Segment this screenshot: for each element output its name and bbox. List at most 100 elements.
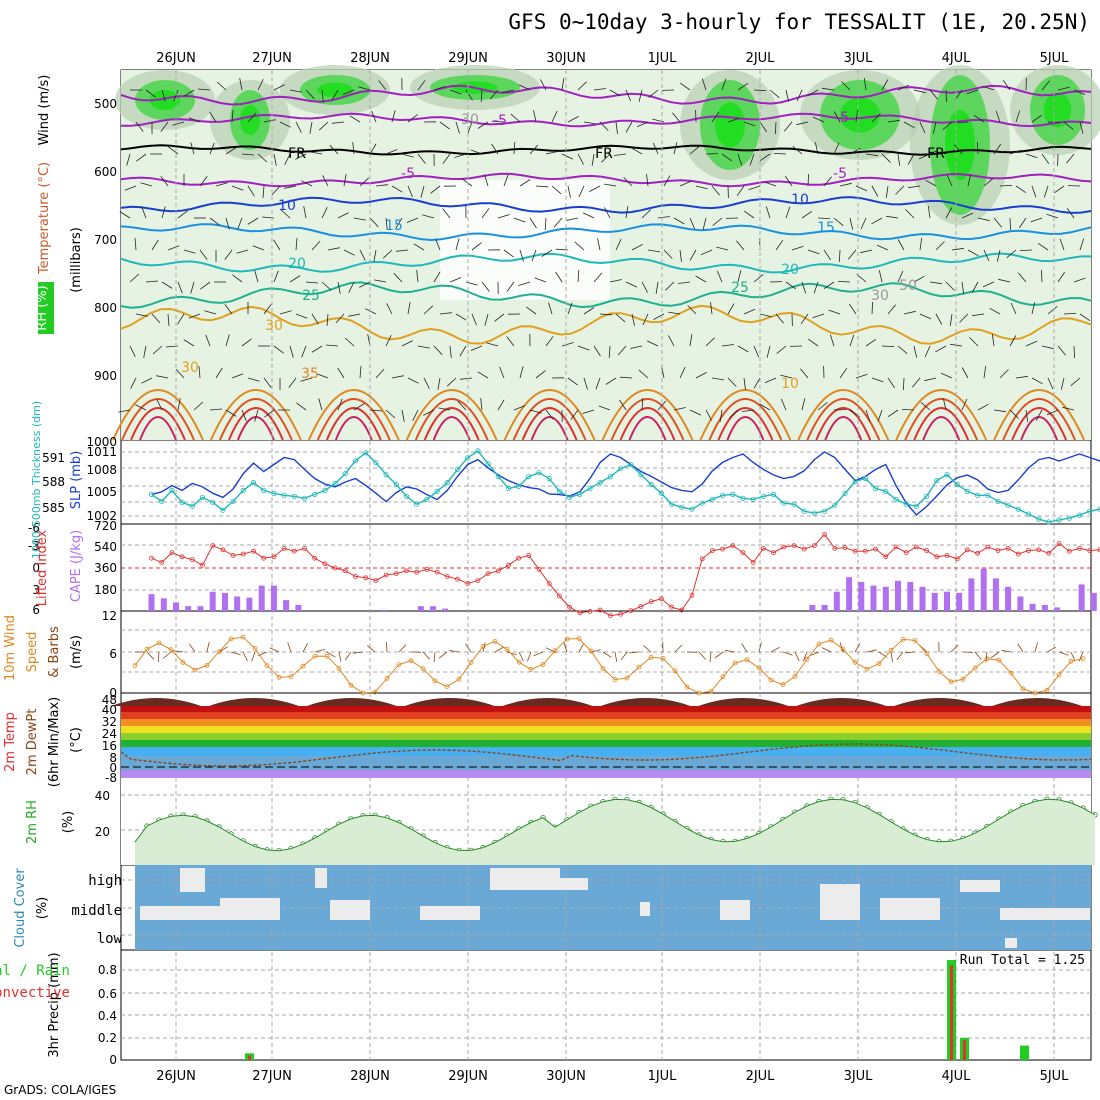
wind-barb <box>296 402 307 411</box>
wind-barb <box>529 144 539 155</box>
heat-arc-7-1 <box>806 398 881 441</box>
heat-arc-6-3 <box>726 416 765 441</box>
wind-barb <box>784 175 793 187</box>
wind-barb <box>995 110 1001 123</box>
wind-barb <box>604 183 617 187</box>
wind-barb <box>545 409 554 420</box>
wind10-units-label: (m/s) <box>69 635 84 669</box>
wind-barb <box>823 176 833 187</box>
wind-barb <box>743 210 755 219</box>
wind10-barb <box>741 643 748 653</box>
wind-barb <box>175 368 185 379</box>
wind-barb <box>841 81 851 91</box>
wind-barb <box>989 307 1001 315</box>
heat-arc-0-3 <box>139 416 177 441</box>
wind-barb <box>800 313 809 325</box>
wind-barb <box>161 281 173 289</box>
rh2m-line <box>134 798 1096 852</box>
wind-barb <box>871 113 881 123</box>
thickness-series-marker <box>934 477 940 484</box>
wind-barb <box>326 313 329 327</box>
wind-barb <box>817 217 831 219</box>
rh-shade-core-7 <box>1043 92 1072 128</box>
cape-axis-label: CAPE (J/kg) <box>69 530 84 602</box>
wind-barb <box>1043 185 1049 198</box>
wind-barb <box>416 270 419 283</box>
wind-barb <box>689 334 693 347</box>
wind-barb <box>897 153 901 166</box>
wind-barb <box>711 377 724 381</box>
wind-barb <box>969 337 979 347</box>
wind-barb <box>993 143 1002 155</box>
wind-barb <box>280 209 291 219</box>
wind-barb <box>446 377 457 387</box>
wind-barb <box>780 398 787 411</box>
thickness-series-marker <box>954 481 960 488</box>
wind-barb <box>918 153 931 160</box>
slp-tick: 1008 <box>86 463 117 477</box>
wind-barb <box>1047 305 1058 315</box>
wind-barb <box>301 345 307 358</box>
wind10-barb <box>643 645 652 653</box>
wind10-marker <box>348 682 354 688</box>
wind10-barb <box>614 651 618 662</box>
wind-barb <box>973 114 985 123</box>
wind-barb <box>454 153 467 158</box>
wind10-barb <box>809 651 820 656</box>
wind-barb <box>1002 79 1011 91</box>
wind-barb <box>337 212 349 219</box>
heat-arc-0-2 <box>130 407 186 441</box>
wind-barb <box>1062 406 1075 411</box>
wind-barb <box>1073 277 1086 283</box>
cape-bar <box>295 605 302 611</box>
wind10-barb <box>188 643 196 653</box>
li-marker <box>444 574 450 579</box>
wind-barb <box>924 377 937 382</box>
wind-barb <box>396 249 409 252</box>
wind-barb <box>823 249 832 261</box>
wind-barb <box>775 313 784 324</box>
wind-barb <box>197 88 211 91</box>
wind-barb <box>657 216 670 219</box>
wind-barb <box>412 409 419 421</box>
wind-barb <box>983 249 990 262</box>
li-marker <box>465 581 471 586</box>
thickness-series-marker <box>1025 511 1032 517</box>
wind10-barb <box>386 641 388 653</box>
wind-barb <box>942 398 947 411</box>
thickness-series-marker <box>546 475 552 482</box>
li-marker <box>179 554 185 560</box>
wind-barb <box>442 208 451 219</box>
wind-barb <box>382 249 393 259</box>
cape-bar <box>1090 592 1097 611</box>
wind-barb <box>199 249 208 260</box>
wind-barb <box>457 400 467 411</box>
wind-barb <box>145 89 156 98</box>
thickness-series-marker <box>923 493 930 499</box>
thickness-series-marker <box>403 493 410 499</box>
wind10-barb <box>878 651 888 658</box>
wind-barb <box>335 313 345 324</box>
temp-contour-8 <box>120 304 1092 345</box>
li-marker <box>1046 550 1052 556</box>
wind-barb <box>711 185 720 196</box>
wind-barb <box>385 217 388 230</box>
wind-barb <box>828 309 841 315</box>
li-marker <box>485 571 491 576</box>
wind-barb <box>497 399 505 411</box>
li-marker <box>536 567 542 572</box>
wind-barb <box>481 281 490 292</box>
li-marker <box>1056 541 1062 546</box>
cloud-block-1 <box>315 868 327 888</box>
wind-barb <box>305 281 319 284</box>
wind-barb <box>332 121 345 124</box>
cape-bar <box>956 592 963 611</box>
wind-barb <box>130 377 137 389</box>
wind-barb <box>236 249 249 254</box>
wind10-barb <box>1001 649 1012 653</box>
wind-barb <box>737 345 749 353</box>
wind10-barb <box>344 651 352 661</box>
wind-barb <box>438 407 451 411</box>
wind-barb <box>273 270 279 283</box>
wind-barb <box>499 366 505 379</box>
